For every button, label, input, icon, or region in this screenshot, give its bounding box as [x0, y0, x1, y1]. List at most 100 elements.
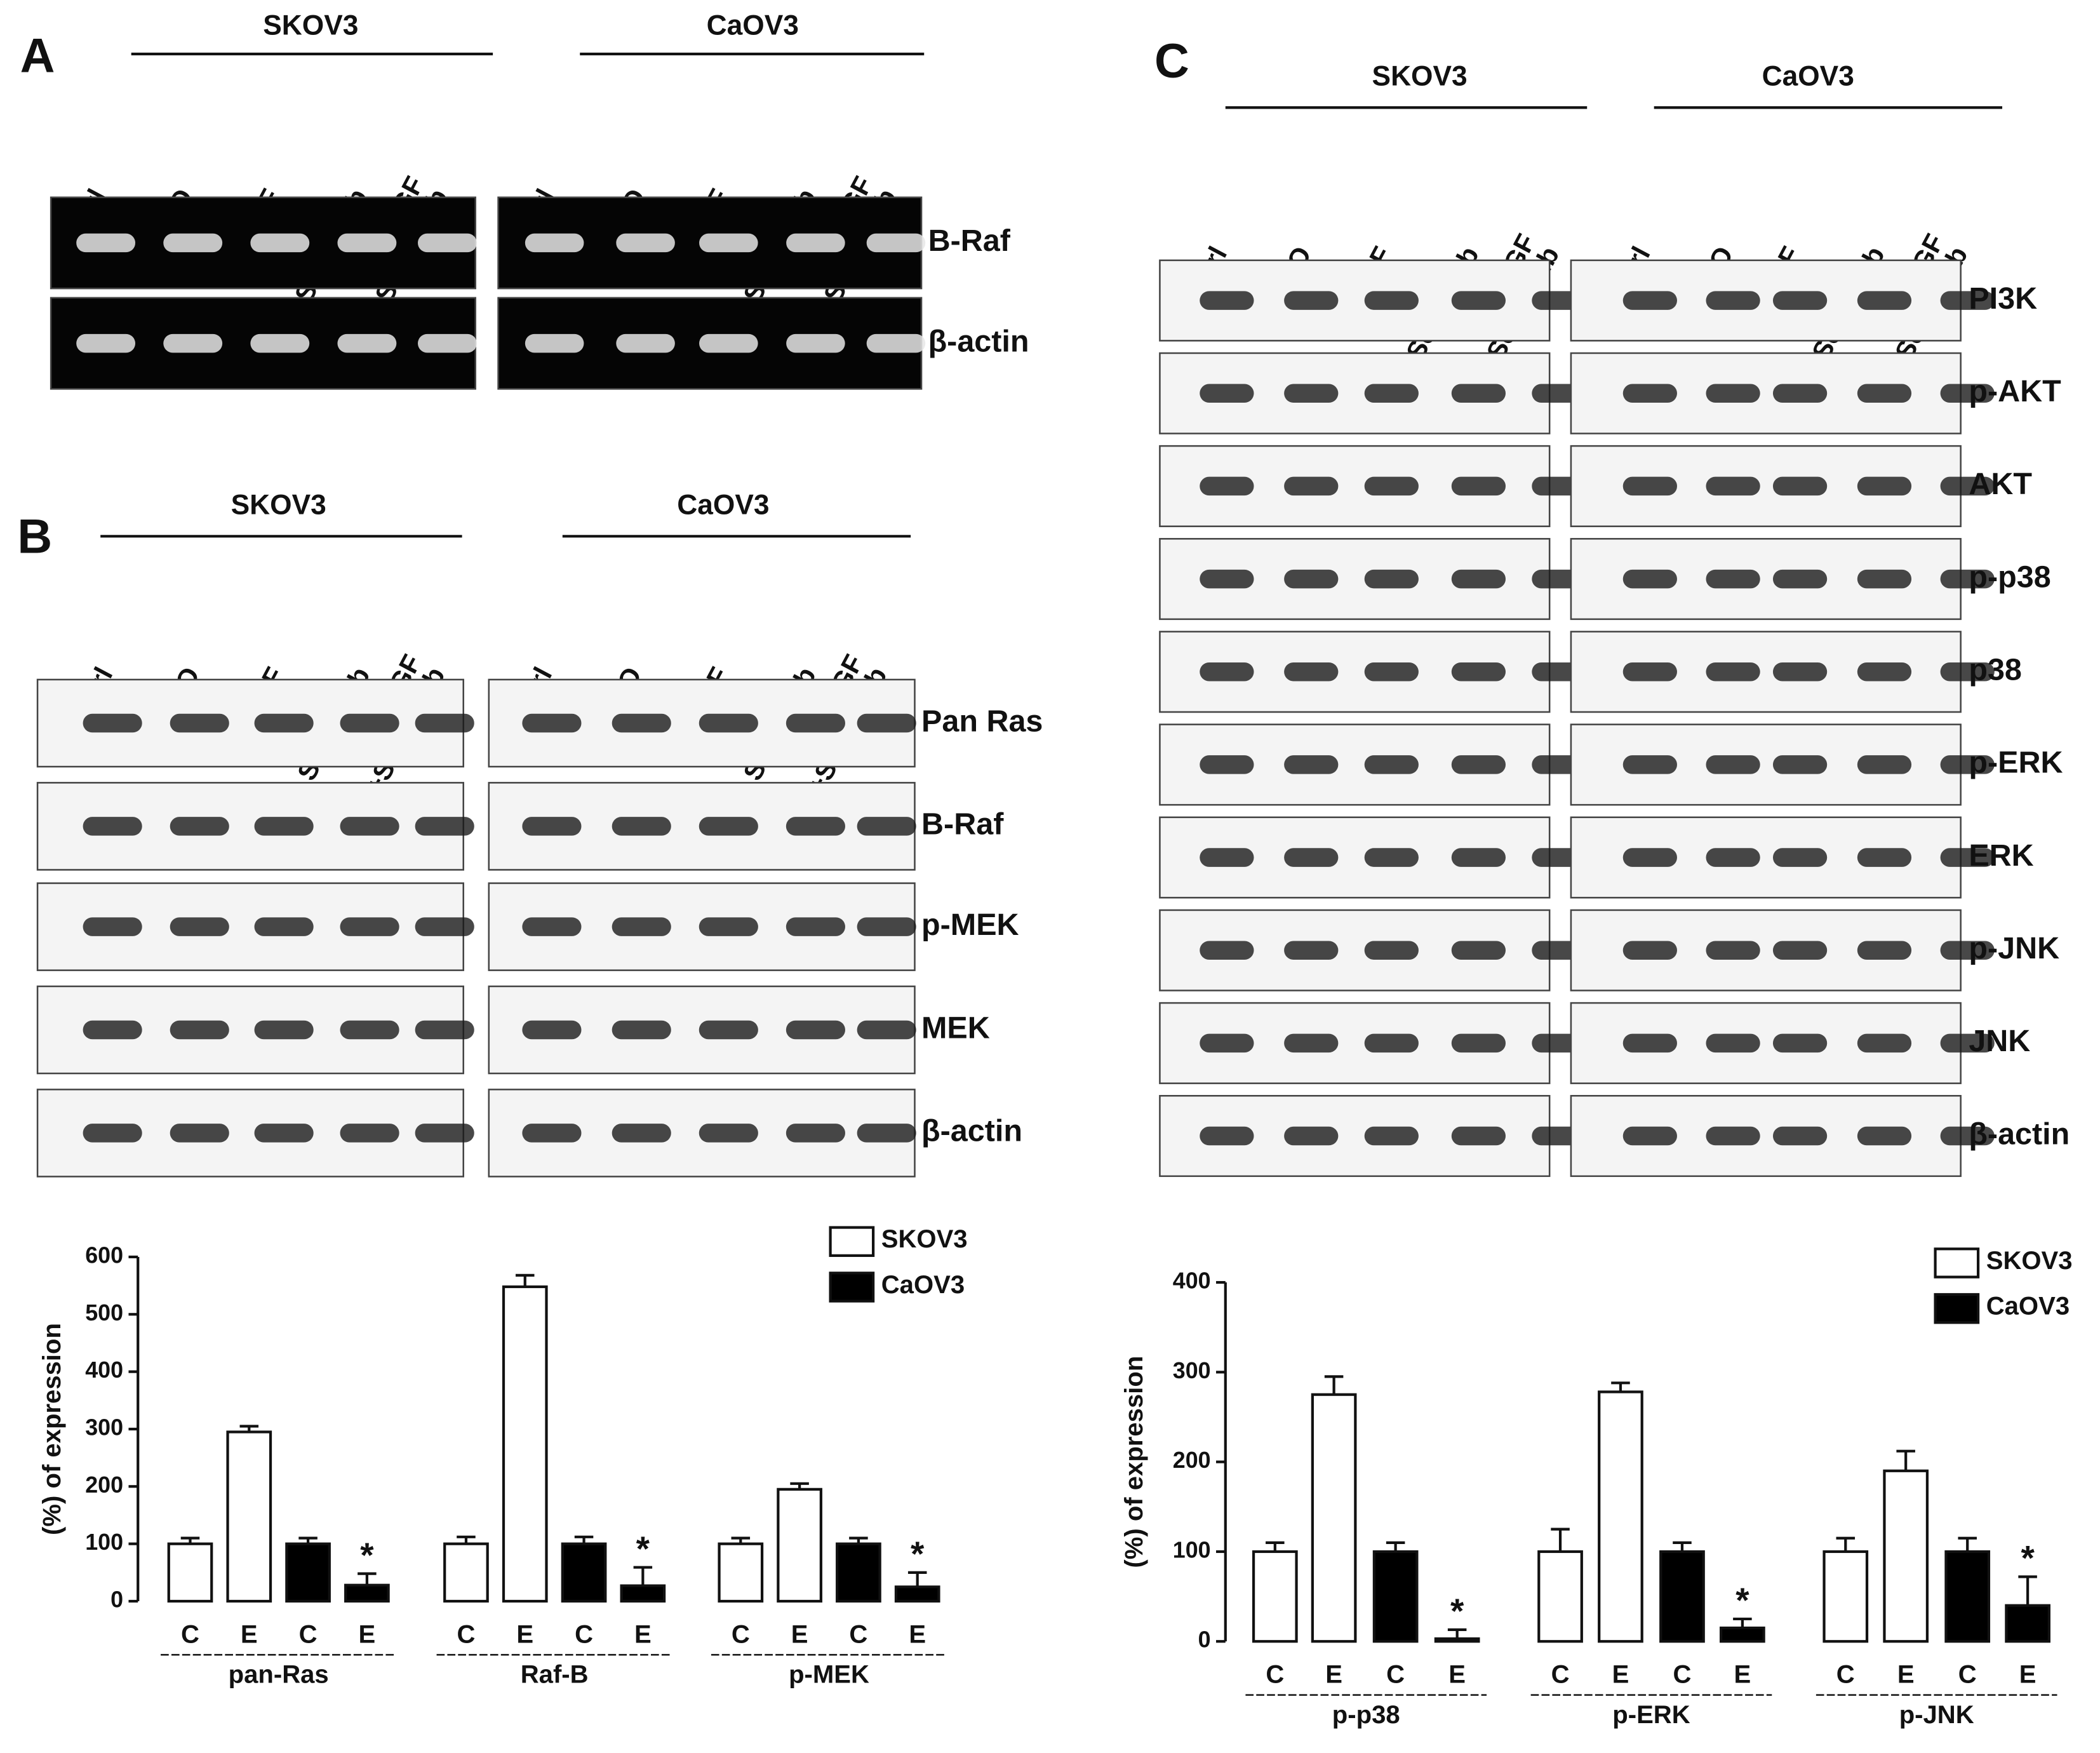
band: [1451, 291, 1506, 310]
band: [1622, 1033, 1677, 1053]
band: [340, 1020, 399, 1040]
band: [250, 333, 310, 353]
band: [616, 233, 675, 253]
band: [1940, 848, 1995, 867]
protein-label: p-p38: [1969, 560, 2050, 594]
band: [1622, 848, 1677, 867]
band: [254, 713, 314, 733]
band: [1706, 941, 1760, 960]
band: [857, 1124, 916, 1143]
band: [857, 1020, 916, 1040]
band: [1857, 848, 1912, 867]
band: [522, 713, 582, 733]
band: [83, 917, 142, 936]
band: [522, 1124, 582, 1143]
band: [1284, 384, 1339, 403]
band: [1706, 1126, 1760, 1146]
bar: [1822, 1550, 1869, 1643]
band: [1364, 476, 1419, 496]
band: [76, 233, 136, 253]
y-tick-label: 100: [85, 1529, 123, 1555]
band: [1200, 569, 1254, 589]
band: [857, 713, 916, 733]
x-tick-label: E: [909, 1620, 926, 1648]
protein-label: AKT: [1969, 467, 2032, 501]
bar: [1659, 1550, 1705, 1643]
band: [699, 233, 758, 253]
x-tick-label: E: [516, 1620, 533, 1648]
bar: [226, 1430, 272, 1603]
band: [254, 1020, 314, 1040]
cell-line-label: CaOV3: [1762, 61, 1854, 92]
legend-label: CaOV3: [1986, 1293, 2070, 1320]
band: [1857, 755, 1912, 774]
group-label: Raf-B: [521, 1661, 589, 1689]
band: [254, 917, 314, 936]
band: [786, 1020, 845, 1040]
bar: [1537, 1550, 1583, 1643]
protein-label: Pan Ras: [921, 704, 1043, 738]
band: [1451, 755, 1506, 774]
protein-label: p38: [1969, 653, 2022, 687]
band: [1940, 662, 1995, 682]
protein-label: JNK: [1969, 1024, 2030, 1058]
bar: [167, 1542, 213, 1603]
band: [1284, 755, 1339, 774]
bar: [620, 1584, 666, 1603]
band: [163, 233, 223, 253]
bar: [1434, 1637, 1480, 1643]
band: [525, 233, 584, 253]
band: [786, 817, 845, 836]
band: [1200, 1033, 1254, 1053]
band: [866, 333, 926, 353]
band: [786, 713, 845, 733]
band: [1284, 476, 1339, 496]
band: [170, 1124, 229, 1143]
band: [417, 333, 477, 353]
band: [699, 817, 758, 836]
band: [415, 917, 474, 936]
band: [83, 713, 142, 733]
group-label: p-MEK: [789, 1661, 869, 1689]
band: [1940, 569, 1995, 589]
cell-line-label: CaOV3: [707, 10, 799, 41]
protein-label: B-Raf: [928, 224, 1011, 258]
band: [1200, 755, 1254, 774]
band: [1772, 848, 1828, 867]
legend-label: CaOV3: [881, 1271, 965, 1299]
band: [1940, 1126, 1995, 1146]
band: [1364, 569, 1419, 589]
band: [1364, 755, 1419, 774]
band: [415, 713, 474, 733]
band: [786, 1124, 845, 1143]
y-tick-label: 200: [1173, 1447, 1211, 1473]
band: [1200, 291, 1254, 310]
annotation: *: [1450, 1591, 1464, 1630]
band: [1772, 291, 1828, 310]
y-tick-label: 400: [1173, 1268, 1211, 1294]
band: [1940, 1033, 1995, 1053]
band: [170, 917, 229, 936]
protein-label: p-ERK: [1969, 746, 2063, 780]
band: [1940, 941, 1995, 960]
bar: [561, 1542, 607, 1603]
cell-line-label: SKOV3: [231, 490, 326, 521]
band: [1772, 1126, 1828, 1146]
x-tick-label: E: [634, 1620, 652, 1648]
x-tick-label: C: [299, 1620, 318, 1648]
band: [1200, 941, 1254, 960]
bar: [777, 1488, 822, 1603]
legend-swatch: [829, 1272, 875, 1303]
cell-line-label: CaOV3: [677, 490, 769, 521]
y-tick-label: 200: [85, 1472, 123, 1498]
band: [1857, 384, 1912, 403]
legend-swatch: [1934, 1247, 1980, 1279]
band: [1706, 1033, 1760, 1053]
band: [786, 333, 845, 353]
legend-swatch: [829, 1226, 875, 1257]
band: [1451, 569, 1506, 589]
panel-letter: B: [17, 510, 52, 564]
x-tick-label: E: [1897, 1661, 1915, 1689]
band: [616, 333, 675, 353]
